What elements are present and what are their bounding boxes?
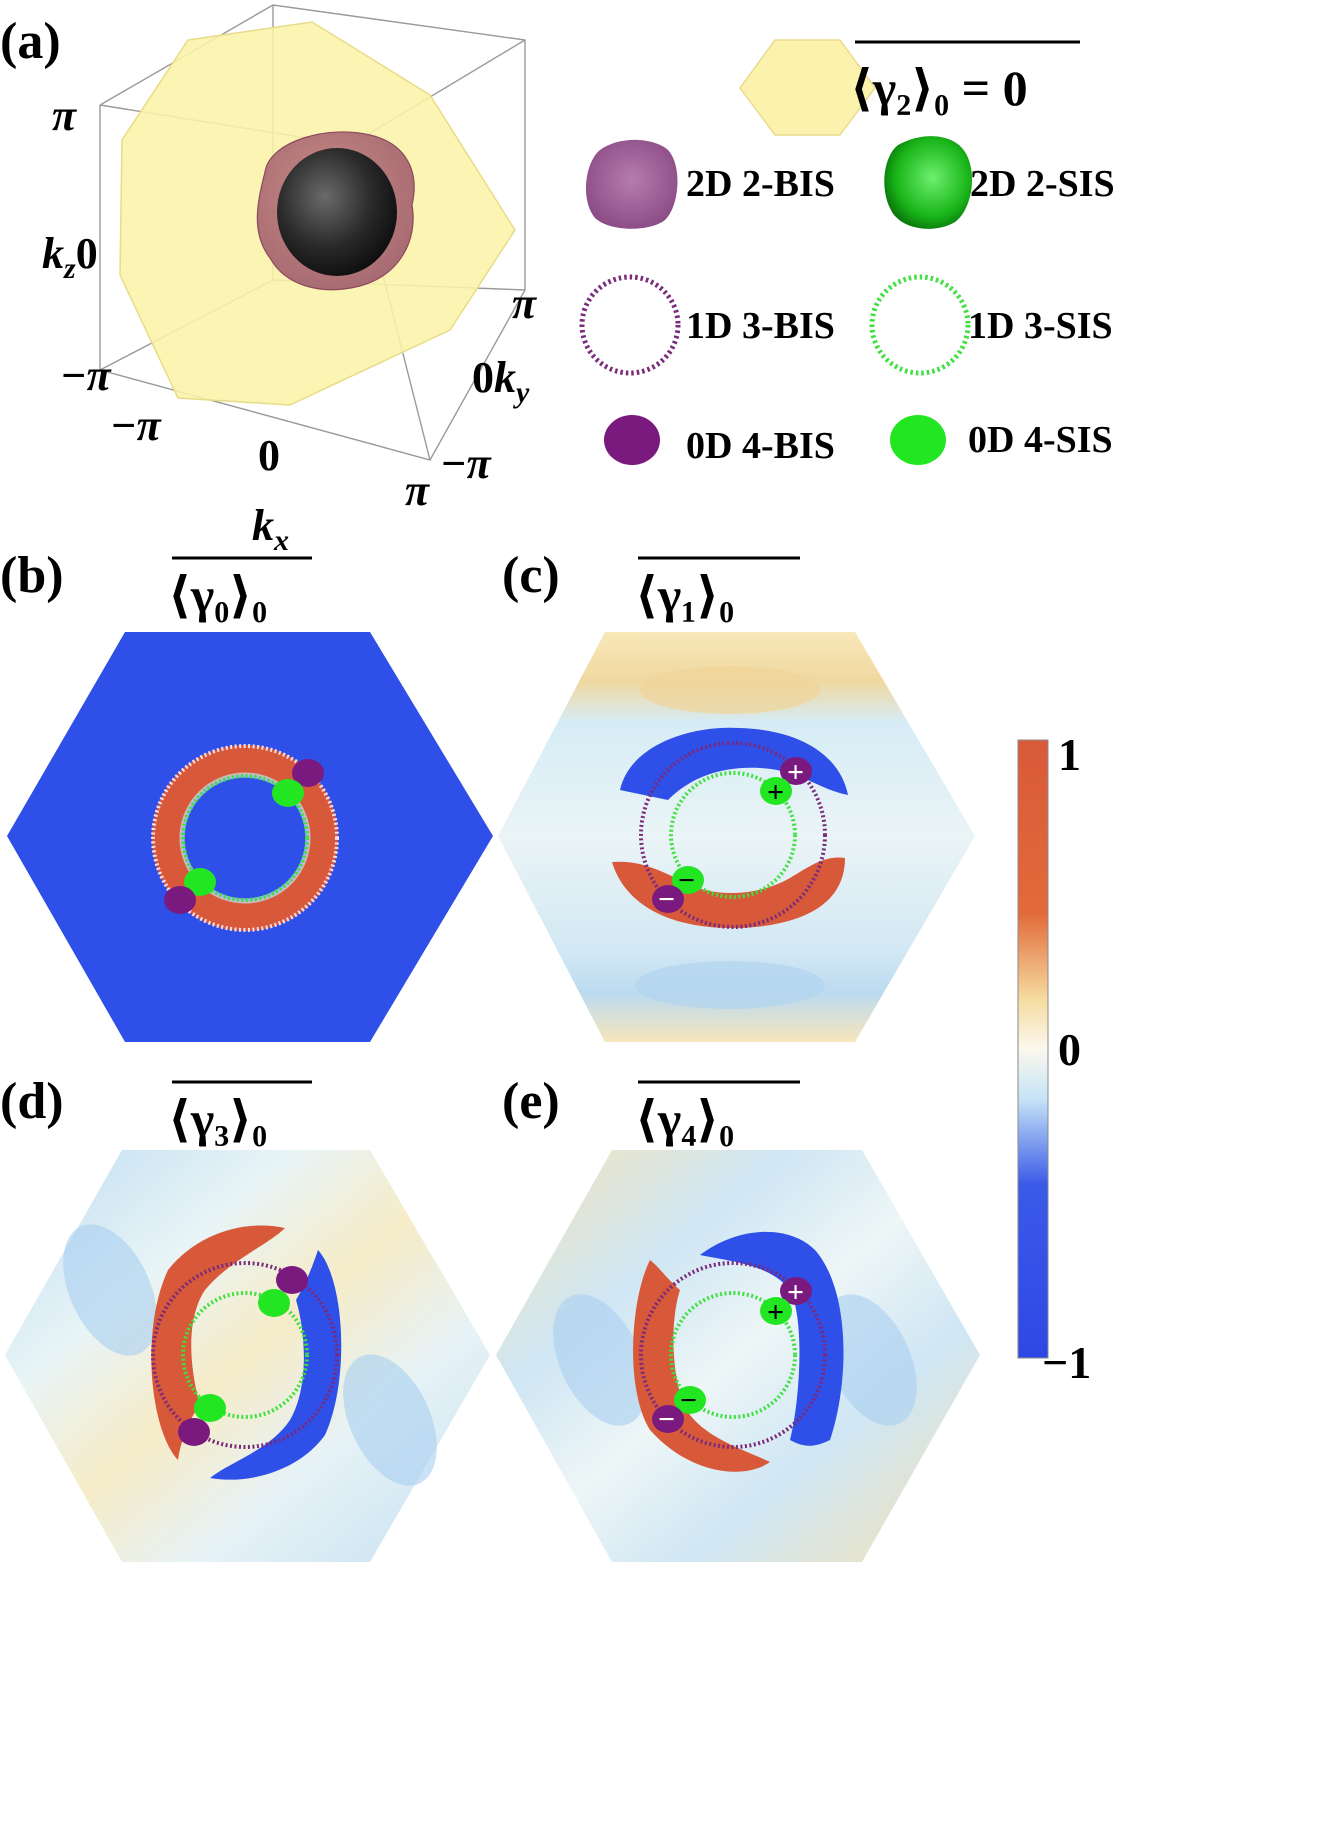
panel-c-bis-point-plus	[780, 757, 812, 785]
panel-e-sis-point-minus	[674, 1386, 706, 1414]
panel-b-bis-point	[292, 759, 324, 787]
panel-b-bis-line	[151, 744, 339, 932]
panel-e-sis-minus-sign: −	[680, 1384, 697, 1417]
colorbar-gradient	[1017, 739, 1049, 1359]
panel-d-positive-lobe	[151, 1225, 285, 1460]
panel-c-sis-point-plus	[760, 777, 792, 805]
colorbar: 1 0 −1	[1017, 729, 1091, 1388]
panel-c-sis-minus-sign: −	[678, 864, 695, 897]
panel-c-bis-minus-sign: −	[658, 883, 675, 916]
panel-b: (b) ⟨γ₀⟩₀	[0, 547, 493, 1042]
legend-2d-bis-label: 2D 2-BIS	[686, 163, 835, 205]
legend-1d-bis-swatch	[579, 274, 681, 376]
legend-2d-sis-label: 2D 2-SIS	[970, 163, 1115, 205]
panel-c-label: (c)	[502, 547, 560, 604]
panel-e-map	[496, 1150, 980, 1562]
panel-d-sis-point	[258, 1289, 290, 1317]
legend-1d-sis-label: 1D 3-SIS	[968, 305, 1113, 347]
panel-d-sis-point	[194, 1394, 226, 1422]
legend-2d-bis-swatch	[585, 139, 678, 229]
panel-c-map	[498, 632, 975, 1042]
panel-e: (e) ⟨γ₄⟩₀ + + − −	[496, 1073, 980, 1562]
panel-e-sis-point-plus	[760, 1297, 792, 1325]
kx-axis-label: kx	[252, 501, 289, 557]
panel-d: (d) ⟨γ₃⟩₀	[0, 1073, 490, 1562]
panel-c-sis-line	[669, 771, 797, 899]
panel-b-bis-point	[164, 886, 196, 914]
panel-e-bis-point-plus	[780, 1277, 812, 1305]
panel-d-bis-point	[276, 1266, 308, 1294]
panel-b-sis-point	[272, 779, 304, 807]
panel-b-map	[7, 632, 493, 1042]
panel-c-title: ⟨γ₁⟩₀	[635, 567, 734, 623]
panel-c-bis-plus-sign: +	[787, 756, 804, 789]
legend-1d-bis-label: 1D 3-BIS	[686, 305, 835, 347]
kx-tick-pi: π	[405, 466, 430, 515]
panel-e-label: (e)	[502, 1073, 560, 1130]
panel-c-sis-point-minus	[672, 866, 704, 894]
panel-a-label: (a)	[0, 13, 61, 70]
panel-e-bis-plus-sign: +	[787, 1276, 804, 1309]
panel-c-bis-line	[639, 741, 827, 929]
panel-b-label: (b)	[0, 547, 64, 604]
panel-e-title: ⟨γ₄⟩₀	[635, 1091, 734, 1147]
legend-1d-sis-swatch	[869, 274, 971, 376]
legend: ⟨γ₂⟩₀ = 0 2D 2-BIS 2D 2-SIS 1D 3-BIS 1D …	[579, 39, 1115, 467]
panel-b-sis-line	[181, 774, 309, 902]
legend-0d-bis-label: 0D 4-BIS	[686, 425, 835, 467]
colorbar-min-label: −1	[1042, 1337, 1091, 1388]
panel-e-bis-minus-sign: −	[658, 1403, 675, 1436]
colorbar-mid-label: 0	[1058, 1024, 1081, 1075]
kx-tick-zero: 0	[258, 431, 280, 480]
panel-d-bis-line	[151, 1261, 339, 1449]
panel-e-sis-plus-sign: +	[767, 1296, 784, 1329]
kx-tick-neg-pi: −π	[110, 401, 162, 450]
kz-axis-label: kz0	[42, 229, 98, 285]
legend-0d-sis-label: 0D 4-SIS	[968, 419, 1113, 461]
legend-plane-label: ⟨γ₂⟩₀ = 0	[850, 60, 1028, 116]
legend-0d-sis-swatch	[890, 415, 946, 465]
panel-e-sis-line	[669, 1291, 797, 1419]
legend-2d-sis-swatch	[884, 136, 973, 229]
panel-c-bis-point-minus	[652, 885, 684, 913]
panel-e-bis-point-minus	[652, 1405, 684, 1433]
ky-tick-neg-pi: −π	[440, 439, 492, 488]
panel-d-sis-line	[181, 1291, 309, 1419]
legend-0d-bis-swatch	[604, 415, 660, 465]
panel-b-title: ⟨γ₀⟩₀	[168, 567, 267, 623]
panel-c-sis-plus-sign: +	[767, 776, 784, 809]
panel-b-bis-band	[152, 745, 338, 931]
sis-surface	[277, 148, 397, 276]
panel-c: (c) ⟨γ₁⟩₀ + + − −	[498, 547, 975, 1042]
panel-d-bis-point	[178, 1418, 210, 1446]
colorbar-max-label: 1	[1058, 729, 1081, 780]
ky-tick-pi: π	[512, 279, 537, 328]
panel-d-map	[5, 1150, 490, 1562]
ky-axis-label: 0ky	[472, 353, 530, 409]
panel-c-negative-lobe	[620, 727, 848, 800]
legend-plane-swatch	[739, 39, 876, 136]
kz-tick-neg-pi: −π	[60, 351, 112, 400]
kz-tick-pi: π	[52, 91, 77, 140]
panel-d-label: (d)	[0, 1073, 64, 1130]
panel-a: (a) π kz0 −π −π 0 π kx π 0ky −π	[0, 4, 537, 557]
panel-d-title: ⟨γ₃⟩₀	[168, 1091, 267, 1147]
panel-e-bis-line	[639, 1261, 827, 1449]
panel-d-negative-lobe	[210, 1250, 342, 1480]
panel-b-sis-point	[184, 868, 216, 896]
